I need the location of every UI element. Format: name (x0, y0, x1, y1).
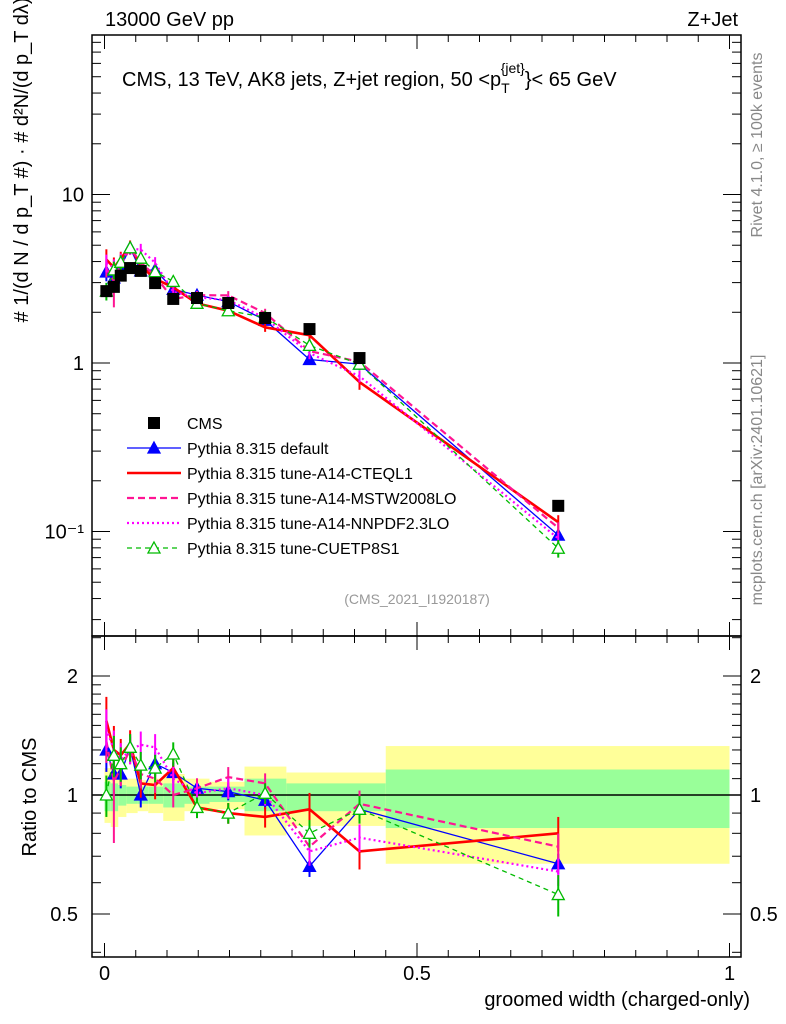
legend-label: Pythia 8.315 tune-A14-CTEQL1 (187, 466, 413, 483)
open-triangle-marker (148, 760, 163, 774)
x-tick-label: 1 (724, 963, 735, 985)
legend-label: Pythia 8.315 tune-A14-NNPDF2.3LO (187, 516, 449, 533)
legend: CMS Pythia 8.315 default Pythia 8.315 tune… (127, 416, 456, 558)
open-triangle-marker (148, 264, 163, 278)
filled-triangle-marker (302, 858, 317, 872)
open-triangle-marker (123, 240, 138, 254)
open-triangle-marker (302, 338, 317, 352)
cms-data-point (303, 323, 316, 336)
cms-data-point (259, 311, 272, 324)
open-triangle-marker (221, 805, 236, 819)
cms-data-point (107, 280, 120, 293)
cms-data-point (222, 297, 235, 310)
legend-label: Pythia 8.315 default (187, 441, 329, 458)
ratio-tick-label: 2 (67, 666, 78, 688)
y-tick-label: 10⁻¹ (45, 522, 85, 544)
cms-data-point (149, 277, 162, 290)
cms-data-point (552, 499, 565, 512)
open-triangle-marker (166, 274, 181, 288)
open-triangle-marker (551, 887, 566, 901)
open-triangle-marker (113, 756, 128, 770)
chart-title: CMS, 13 TeV, AK8 jets, Z+jet region, 50 … (122, 60, 617, 96)
header-process: 13000 GeV pp (105, 9, 234, 31)
ratio-tick-label-right: 0.5 (750, 904, 778, 926)
cms-data-point (124, 262, 137, 275)
open-triangle-marker (302, 825, 317, 839)
series-curves (99, 240, 566, 917)
cms-data-point (134, 264, 147, 277)
cms-data-point (167, 292, 180, 305)
y-tick-label: 1 (73, 353, 84, 375)
ratio-tick-label: 0.5 (50, 904, 78, 926)
open-triangle-marker (221, 303, 236, 317)
rivet-version-label: Rivet 4.1.0, ≥ 100k events (749, 53, 766, 238)
cms-data-point (191, 292, 203, 305)
open-triangle-marker (166, 746, 181, 760)
open-triangle-marker (113, 254, 128, 268)
cms-data-point (114, 269, 127, 282)
open-triangle-marker (352, 801, 367, 815)
legend-cms-marker (148, 417, 160, 429)
x-tick-label: 0.5 (403, 963, 431, 985)
series-pythia-8-315-tune-cuetp8s1 (99, 240, 566, 917)
ratio-y-axis-label: Ratio to CMS (19, 738, 41, 857)
legend-label: CMS (187, 416, 223, 433)
mcplots-label: mcplots.cern.ch [arXiv:2401.10621] (749, 355, 766, 606)
legend-label: Pythia 8.315 tune-A14-MSTW2008LO (187, 491, 456, 508)
open-triangle-marker (123, 739, 138, 753)
y-axis-label: # 1/(d N / d p_T #) · # d²N/(d p_T dλ) (11, 0, 33, 322)
header-channel: Z+Jet (687, 9, 738, 31)
analysis-id: (CMS_2021_I1920187) (344, 591, 490, 607)
open-triangle-marker (99, 787, 114, 801)
ratio-tick-label-right: 2 (750, 666, 761, 688)
stat-uncertainty-band (286, 783, 386, 812)
open-triangle-marker (258, 785, 273, 799)
y-tick-label: 10 (62, 185, 84, 207)
open-triangle-marker (133, 250, 148, 264)
open-triangle-marker (189, 800, 205, 814)
filled-triangle-marker (146, 440, 162, 454)
axes: 0 0.5 1 10⁻¹ 1 10 0.5 0.5 1 1 2 2 (45, 34, 778, 985)
x-axis-label: groomed width (charged-only) (484, 989, 750, 1011)
ratio-tick-label-right: 1 (750, 785, 761, 807)
open-triangle-marker (133, 757, 148, 771)
x-tick-label: 0 (99, 963, 110, 985)
open-triangle-marker (106, 747, 121, 761)
ratio-tick-label: 1 (67, 785, 78, 807)
legend-label: Pythia 8.315 tune-CUETP8S1 (187, 541, 400, 558)
cms-data-point (353, 352, 366, 365)
open-triangle-marker (551, 540, 566, 554)
open-triangle-marker (146, 540, 162, 554)
